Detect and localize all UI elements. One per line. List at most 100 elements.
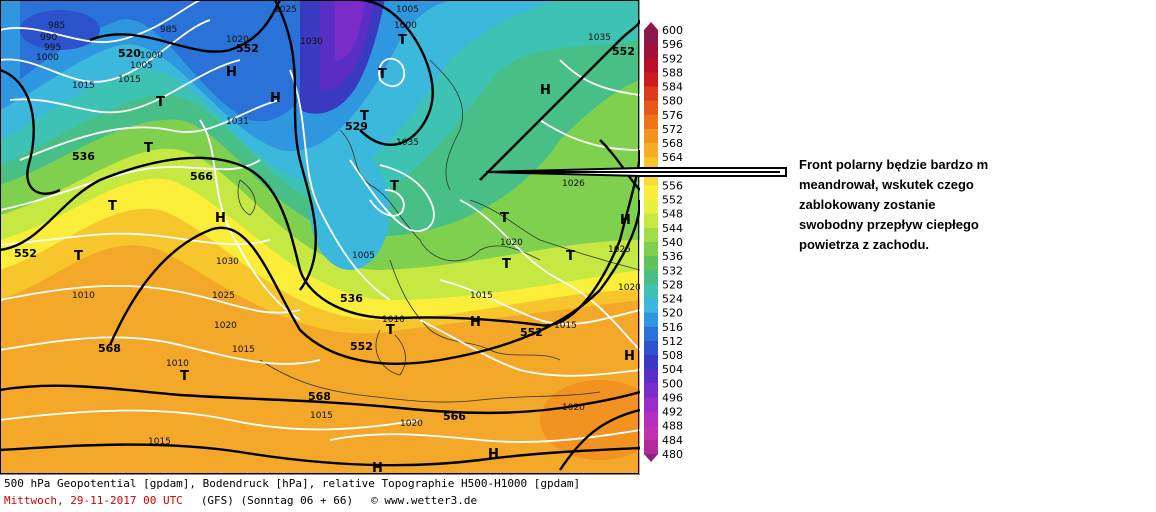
- gp-label: 552: [14, 247, 37, 260]
- gp-label: 552: [520, 326, 543, 339]
- colorbar-tick-label: 516: [662, 321, 683, 334]
- caption-website: © www.wetter3.de: [371, 494, 478, 507]
- pressure-label: 1025: [274, 5, 297, 15]
- colorbar-swatch: [644, 86, 658, 102]
- pressure-label: 1020: [214, 321, 237, 331]
- pressure-label: 1030: [300, 37, 323, 47]
- pressure-label: 1015: [118, 75, 141, 85]
- pressure-label: 1015: [72, 81, 95, 91]
- colorbar-tick-label: 600: [662, 24, 683, 37]
- gp-label: 529: [345, 120, 368, 133]
- colorbar-legend: 6005965925885845805765725685645605565525…: [640, 22, 700, 462]
- pressure-label: 1031: [226, 117, 249, 127]
- caption-parameters: 500 hPa Geopotential [gpdam], Bodendruck…: [4, 477, 581, 490]
- colorbar-tick-label: 580: [662, 95, 683, 108]
- colorbar-tick-label: 496: [662, 391, 683, 404]
- colorbar-swatch: [644, 298, 658, 314]
- colorbar-top-arrow: [644, 22, 658, 30]
- isobars: [0, 0, 640, 443]
- colorbar-swatch: [644, 227, 658, 243]
- colorbar-tick-label: 576: [662, 109, 683, 122]
- low-pressure-marker: T: [378, 67, 387, 82]
- colorbar-swatch: [644, 326, 658, 342]
- pressure-label: 1010: [382, 315, 405, 325]
- annotation-line: Front polarny będzie bardzo m: [799, 157, 989, 172]
- colorbar-tick-label: 596: [662, 38, 683, 51]
- annotation-line: powietrza z zachodu.: [799, 237, 930, 252]
- colorbar-tick-label: 556: [662, 179, 683, 192]
- colorbar-tick-label: 552: [662, 194, 683, 207]
- colorbar-tick-label: 524: [662, 293, 683, 306]
- gp-label: 568: [308, 390, 331, 403]
- gp-label: 568: [98, 342, 121, 355]
- colorbar-swatch: [644, 312, 658, 328]
- pressure-label: 1015: [554, 321, 577, 331]
- pressure-label: 1010: [166, 359, 189, 369]
- pressure-label: 1005: [396, 5, 419, 15]
- pressure-label: 985: [160, 25, 177, 35]
- colorbar-swatch: [644, 425, 658, 441]
- annotation-line: meandrował, wskutek czego: [799, 177, 974, 192]
- geopotential-labels: 520 552 536 566 552 536 529 552 568 552 …: [14, 42, 635, 423]
- gp-label: 566: [190, 170, 213, 183]
- gp-label: 536: [72, 150, 95, 163]
- pressure-label: 1015: [470, 291, 493, 301]
- colorbar-tick-label: 592: [662, 52, 683, 65]
- low-pressure-marker: T: [180, 369, 189, 384]
- colorbar-tick-label: 480: [662, 448, 683, 461]
- low-pressure-marker: T: [390, 179, 399, 194]
- pressure-labels: 985 990 995 1000 1000 985 1005 1015 1020…: [36, 5, 640, 447]
- colorbar-tick-label: 512: [662, 335, 683, 348]
- colorbar-swatch: [644, 411, 658, 427]
- colorbar-tick-label: 492: [662, 406, 683, 419]
- colorbar-tick-label: 488: [662, 420, 683, 433]
- pressure-label: 1015: [232, 345, 255, 355]
- gp-label: 566: [443, 410, 466, 423]
- pressure-label: 1000: [394, 21, 417, 31]
- colorbar-tick-label: 528: [662, 278, 683, 291]
- high-pressure-marker: H: [215, 211, 226, 226]
- colorbar-tick-label: 508: [662, 349, 683, 362]
- low-pressure-marker: T: [566, 249, 575, 264]
- pressure-label: 1025: [608, 245, 631, 255]
- colorbar-tick-label: 572: [662, 123, 683, 136]
- high-pressure-marker: H: [470, 315, 481, 330]
- colorbar-tick-label: 568: [662, 137, 683, 150]
- colorbar-swatch: [644, 30, 658, 45]
- high-pressure-marker: H: [540, 83, 551, 98]
- colorbar-tick-label: 540: [662, 236, 683, 249]
- colorbar-swatch: [644, 114, 658, 130]
- pressure-label: 1020: [226, 35, 249, 45]
- colorbar-swatch: [644, 270, 658, 285]
- high-pressure-marker: H: [620, 213, 631, 228]
- coastlines: [237, 59, 640, 403]
- colorbar-swatch: [644, 439, 658, 455]
- pressure-label: 1026: [562, 179, 585, 189]
- pressure-label: 995: [44, 43, 61, 53]
- colorbar-swatch: [644, 369, 658, 384]
- weather-map: 520 552 536 566 552 536 529 552 568 552 …: [0, 0, 640, 474]
- colorbar-tick-label: 536: [662, 250, 683, 263]
- colorbar-swatch: [644, 355, 658, 370]
- pressure-label: 990: [40, 33, 57, 43]
- relative-topography-field: [0, 0, 640, 474]
- pressure-label: 1020: [562, 403, 585, 413]
- colorbar-swatch: [644, 143, 658, 158]
- colorbar-swatch: [644, 397, 658, 413]
- gp-label: 552: [612, 45, 635, 58]
- colorbar-swatch: [644, 100, 658, 116]
- colorbar-tick-label: 520: [662, 307, 683, 320]
- colorbar-bottom-arrow: [644, 454, 658, 462]
- colorbar-swatch: [644, 72, 658, 88]
- colorbar-tick-label: 500: [662, 377, 683, 390]
- pressure-label: 1005: [130, 61, 153, 71]
- high-pressure-marker: H: [270, 91, 281, 106]
- colorbar-tick-label: 588: [662, 66, 683, 79]
- high-pressure-marker: H: [624, 349, 635, 364]
- pressure-centers: H H H H H H H H H T T T T T T T T T T T …: [74, 33, 635, 474]
- gp-label: 552: [236, 42, 259, 55]
- pressure-label: 1015: [310, 411, 333, 421]
- low-pressure-marker: T: [144, 141, 153, 156]
- pressure-label: 1000: [36, 53, 59, 63]
- colorbar-swatch: [644, 242, 658, 257]
